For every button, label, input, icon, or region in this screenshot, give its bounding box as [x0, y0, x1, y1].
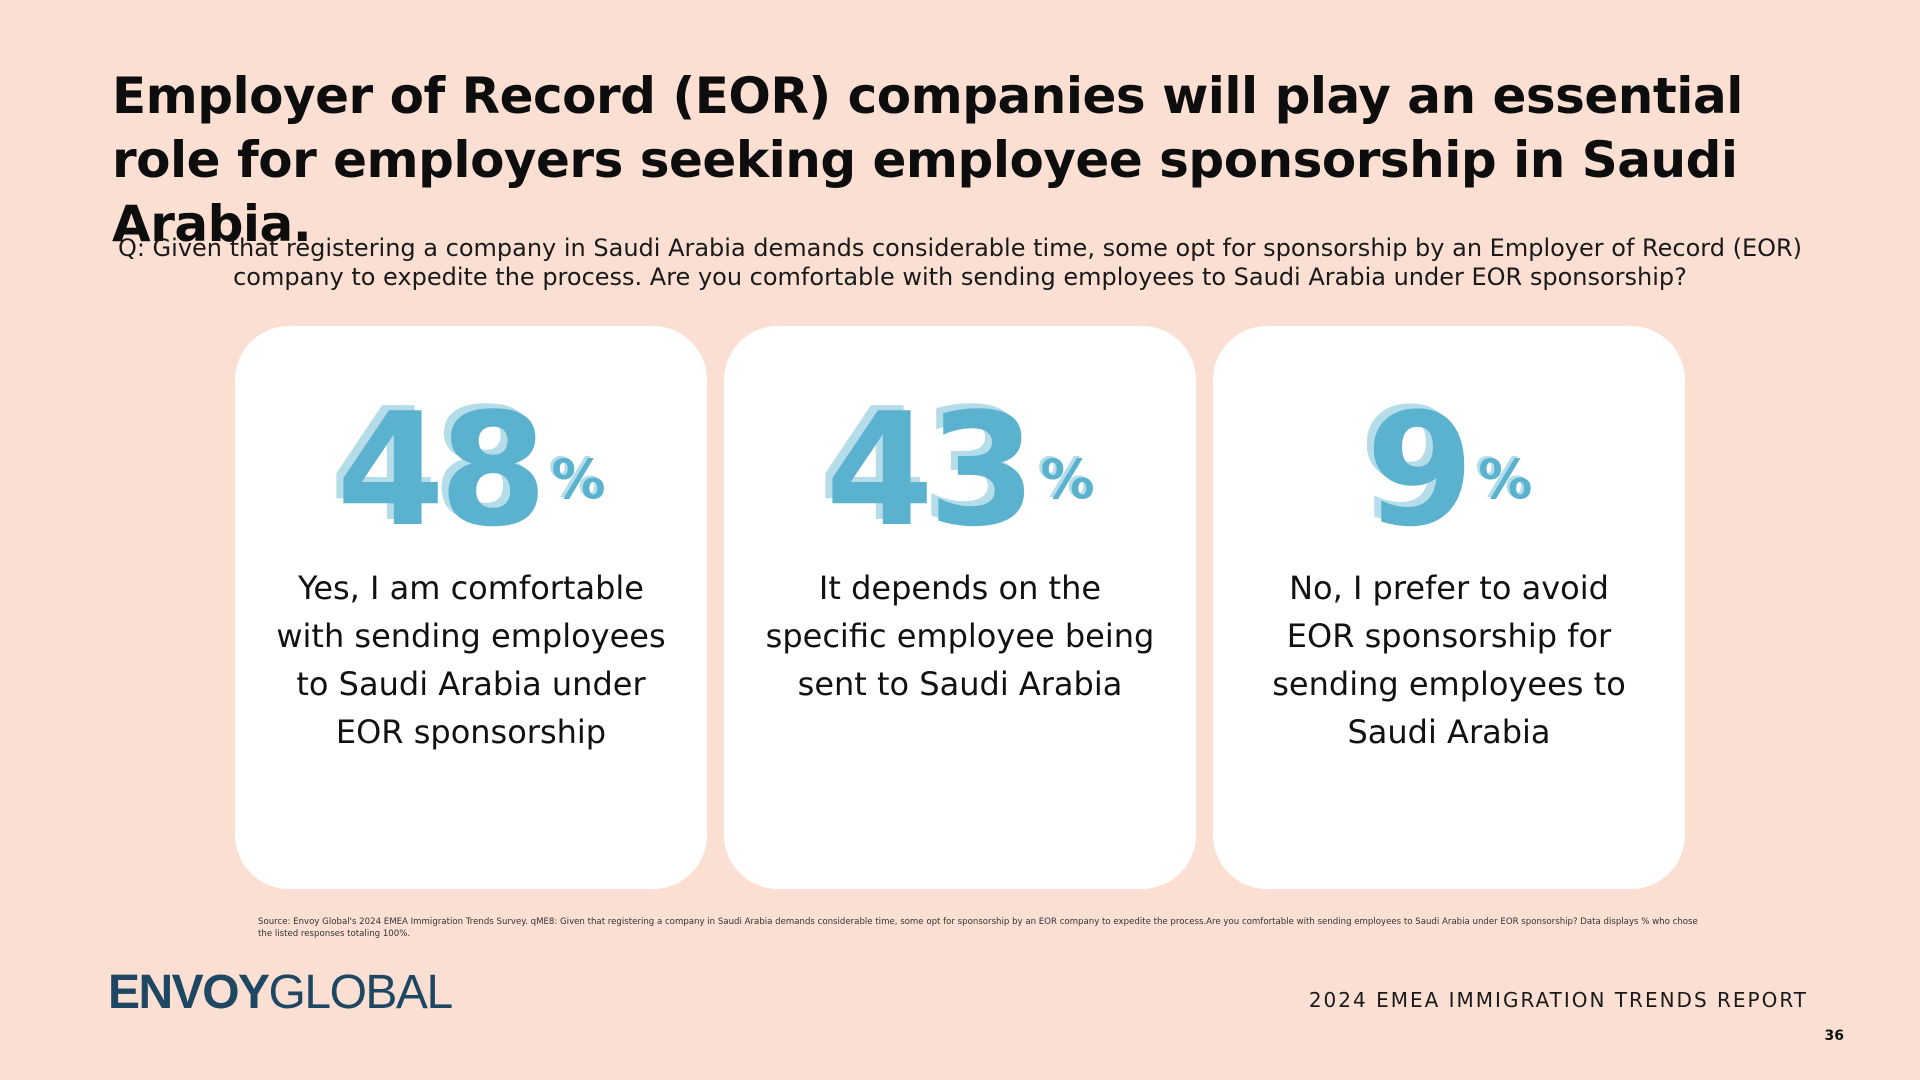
stat-card-no: 9 % No, I prefer to avoid EOR sponsorshi…	[1213, 326, 1685, 889]
stat-value: 48	[336, 379, 547, 561]
source-note: Source: Envoy Global's 2024 EMEA Immigra…	[258, 917, 1698, 939]
survey-question: Q: Given that registering a company in S…	[117, 234, 1803, 291]
slide-title: Employer of Record (EOR) companies will …	[112, 67, 1743, 253]
stat-label: Yes, I am comfortable with sending emplo…	[276, 569, 666, 751]
stat-figure: 9 %	[1213, 392, 1685, 548]
stat-card-yes: 48 % Yes, I am comfortable with sending …	[235, 326, 707, 889]
stat-percent-sign: %	[1040, 448, 1095, 511]
stat-figure: 43 %	[724, 392, 1196, 548]
logo-wordmark-light: GLOBAL	[268, 966, 454, 1019]
stat-value: 43	[825, 379, 1036, 561]
stat-cards: 48 % Yes, I am comfortable with sending …	[235, 326, 1685, 889]
stat-label: No, I prefer to avoid EOR sponsorship fo…	[1272, 569, 1626, 751]
stat-value: 9	[1365, 379, 1475, 561]
logo-wordmark-bold: ENVOY	[108, 966, 270, 1019]
stat-figure: 48 %	[235, 392, 707, 548]
page-number: 36	[1824, 1028, 1844, 1044]
stat-percent-sign: %	[1478, 448, 1533, 511]
envoy-global-logo: ENVOYGLOBAL	[108, 966, 454, 1019]
stat-percent-sign: %	[551, 448, 606, 511]
stat-label: It depends on the specific employee bein…	[765, 569, 1155, 703]
report-title: 2024 EMEA IMMIGRATION TRENDS REPORT	[1308, 988, 1808, 1012]
stat-card-depends: 43 % It depends on the specific employee…	[724, 326, 1196, 889]
